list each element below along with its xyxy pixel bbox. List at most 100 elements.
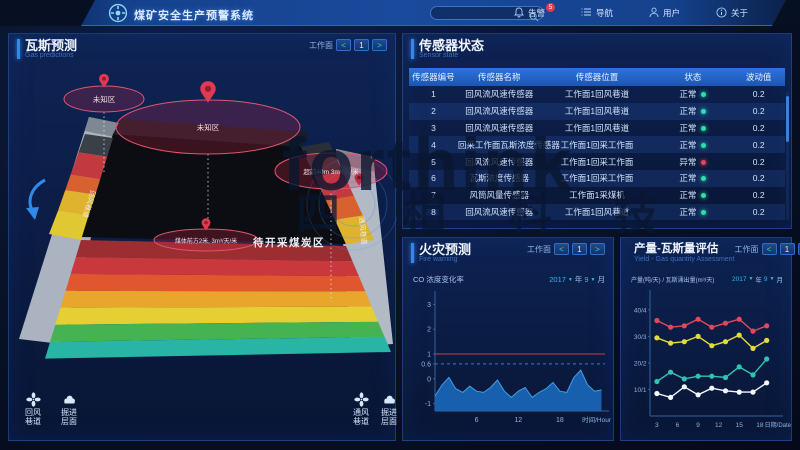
svg-text:9: 9 bbox=[696, 422, 700, 429]
advance-label: 超前40m 3m³/天/米 bbox=[303, 167, 359, 176]
year-unit: 年 bbox=[574, 275, 583, 284]
panel-subtitle: Fire warning bbox=[419, 256, 458, 263]
status-cell: 正常 bbox=[653, 139, 732, 151]
front-strata bbox=[45, 240, 391, 359]
svg-text:3: 3 bbox=[655, 422, 659, 429]
year-unit: 年 bbox=[755, 277, 762, 284]
cell: 回风流风速传感器 bbox=[465, 206, 534, 217]
search-icon[interactable] bbox=[529, 9, 539, 27]
nav-item-about[interactable]: 关于 bbox=[716, 6, 748, 20]
mine-3d-view: 未知区 未知区 超前40m 3m³/天/米 煤体前方2米, 3m³/天/米 待开… bbox=[19, 73, 397, 359]
sensor-row[interactable]: 6 瓦斯浓度传感器 工作面1回采工作面 正常 0.2 bbox=[409, 169, 785, 187]
fan-icon bbox=[17, 392, 49, 408]
alarm-count-badge: 5 bbox=[546, 2, 556, 12]
svg-text:日期/Date: 日期/Date bbox=[765, 421, 792, 429]
sensor-status-panel: 传感器状态 Sensor state 传感器编号 传感器名称 传感器位置 状态 波动值 … bbox=[402, 33, 792, 229]
nav-item-user[interactable]: 用户 bbox=[649, 7, 680, 20]
pin-icon bbox=[354, 173, 364, 186]
sensor-table: 1 回风流风速传感器 工作面1回风巷道 正常 0.2 2 回风流风速传感器 工作面1回风巷道正… bbox=[409, 86, 785, 221]
month-select[interactable]: 9 bbox=[584, 275, 589, 284]
year-select[interactable]: 2017 bbox=[549, 275, 566, 284]
pager-page-number[interactable]: 1 bbox=[572, 243, 587, 255]
cell: 0.2 bbox=[752, 122, 765, 133]
svg-text:3: 3 bbox=[427, 302, 431, 309]
month-select[interactable]: 9 bbox=[763, 275, 768, 283]
sensor-row[interactable]: 4 回采工作面瓦斯浓度传感器 工作面1回采工作面 正常 0.2 bbox=[409, 136, 785, 154]
nav-label: 导航 bbox=[596, 8, 614, 18]
cell: 回风流风速传感器 bbox=[465, 106, 534, 117]
search-input[interactable] bbox=[430, 6, 544, 22]
column-header: 传感器编号 bbox=[412, 72, 455, 82]
pager-label: 工作面 bbox=[309, 40, 333, 50]
panel-header: 产量-瓦斯量评估 Yield - Gas quantity Assessment… bbox=[621, 238, 800, 268]
status-cell: 正常 bbox=[653, 122, 732, 134]
status-cell: 正常 bbox=[653, 206, 732, 218]
column-header: 波动值 bbox=[745, 72, 772, 82]
nav-item-alarm[interactable]: 告警 5 bbox=[514, 2, 556, 20]
panel-title: 火灾预测 bbox=[419, 242, 472, 257]
legend-return-air: 回风 巷道 bbox=[17, 392, 49, 426]
svg-text:0: 0 bbox=[427, 376, 431, 383]
chevron-down-icon[interactable]: ▼ bbox=[769, 276, 775, 282]
sensor-row[interactable]: 7 风筒风量传感器 工作面1采煤机 正常 0.2 bbox=[409, 187, 785, 204]
status-dot-icon bbox=[701, 209, 707, 215]
pager-prev-button[interactable]: < bbox=[761, 243, 777, 255]
sensor-row[interactable]: 1 回风流风速传感器 工作面1回风巷道 正常 0.2 bbox=[409, 86, 785, 103]
fan-icon bbox=[345, 392, 377, 408]
cell: 回风流风速传感器 bbox=[465, 156, 534, 167]
svg-text:18: 18 bbox=[556, 417, 564, 424]
heap-icon bbox=[53, 392, 85, 408]
svg-text:1: 1 bbox=[427, 352, 431, 359]
sensor-row[interactable]: 2 回风流风速传感器 工作面1回风巷道 正常 0.2 bbox=[409, 102, 785, 120]
table-header-row: 传感器编号 传感器名称 传感器位置 状态 波动值 bbox=[409, 68, 785, 86]
cell: 工作面1回风巷道 bbox=[564, 206, 630, 217]
workface-pager: 工作面 < 1 > bbox=[527, 243, 605, 255]
pager-label: 工作面 bbox=[527, 244, 551, 254]
panel-title: 瓦斯预测 bbox=[25, 38, 78, 53]
year-select[interactable]: 2017 bbox=[732, 275, 747, 283]
pager-prev-button[interactable]: < bbox=[336, 39, 351, 51]
cell: 0.2 bbox=[752, 156, 765, 167]
status-cell: 正常 bbox=[653, 172, 732, 184]
coal-area-label: 待开采煤炭区 bbox=[253, 236, 325, 249]
header-right-cap bbox=[772, 0, 800, 26]
airflow-arrow-icon bbox=[26, 178, 46, 220]
title-accent-bar bbox=[411, 39, 414, 59]
header-left-cap bbox=[0, 0, 95, 26]
header-nav: 告警 5 导航 用户 关于 bbox=[514, 0, 748, 26]
cell: 0.2 bbox=[752, 190, 765, 201]
panel-subtitle: Sensor state bbox=[419, 52, 459, 59]
pager-label: 工作面 bbox=[734, 244, 759, 254]
app-title: 煤矿安全生产预警系统 bbox=[134, 10, 254, 22]
table-scrollbar[interactable] bbox=[786, 96, 789, 142]
svg-text:时间/Hour: 时间/Hour bbox=[582, 415, 612, 424]
cell: 回风流风速传感器 bbox=[465, 89, 534, 100]
chevron-down-icon[interactable]: ▼ bbox=[590, 276, 596, 283]
nav-item-navigate[interactable]: 导航 bbox=[581, 7, 613, 19]
pager-page-number[interactable]: 1 bbox=[354, 39, 369, 51]
chart-legend-row: 产量(吨/天) / 瓦斯涌出量(m³/天) 2017 ▼ 年 9 ▼ 月 bbox=[621, 268, 791, 285]
cell: 回采工作面瓦斯浓度传感器 bbox=[457, 139, 560, 150]
pager-next-button[interactable]: > bbox=[797, 243, 800, 255]
sensor-row[interactable]: 8 回风流风速传感器 工作面1回风巷道 正常 0.2 bbox=[409, 203, 785, 221]
chart-legend-row: CO 浓度变化率 2017 ▼ 年 9 ▼ 月 bbox=[403, 268, 613, 285]
column-header: 传感器位置 bbox=[575, 72, 619, 82]
pager-prev-button[interactable]: < bbox=[554, 243, 569, 255]
cell: 工作面1回风巷道 bbox=[564, 122, 630, 133]
panel-subtitle: Gas predictions bbox=[25, 52, 74, 59]
chevron-down-icon[interactable]: ▼ bbox=[567, 276, 573, 283]
pager-page-number[interactable]: 1 bbox=[779, 243, 795, 255]
app-logo-icon bbox=[108, 3, 128, 23]
sensor-row[interactable]: 5 回风流风速传感器 工作面1回采工作面 异常 0.2 bbox=[409, 153, 785, 170]
far-wall bbox=[113, 119, 309, 147]
pager-next-button[interactable]: > bbox=[590, 243, 605, 255]
chevron-down-icon[interactable]: ▼ bbox=[748, 276, 754, 282]
cell: 2 bbox=[431, 106, 436, 117]
month-unit: 月 bbox=[597, 275, 606, 284]
sensor-row[interactable]: 3 回风流风速传感器 工作面1回风巷道 正常 0.2 bbox=[409, 120, 785, 137]
pager-next-button[interactable]: > bbox=[372, 39, 387, 51]
yield-chart: 40/4 30/3 20/2 10/1 3 6 9 12 15 18 日期/Date bbox=[634, 290, 792, 429]
cell: 风筒风量传感器 bbox=[469, 190, 529, 201]
panel-header: 火灾预测 Fire warning 工作面 < 1 > bbox=[403, 238, 613, 268]
list-icon bbox=[581, 7, 592, 19]
